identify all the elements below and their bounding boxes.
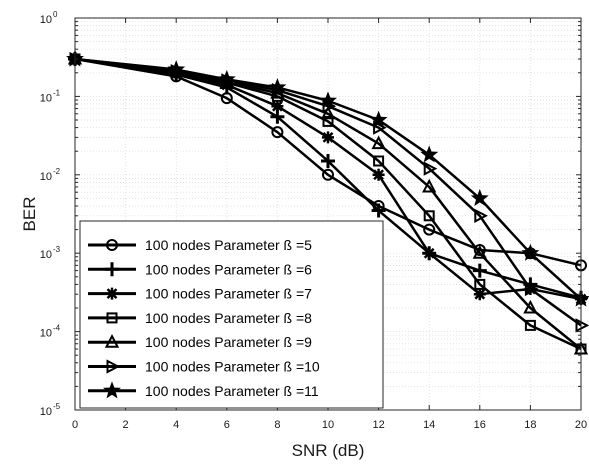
y-tick-label: 10 -4 xyxy=(40,324,61,340)
data-point-marker xyxy=(369,110,388,128)
legend-label: 100 nodes Parameter ß =10 xyxy=(145,359,320,375)
data-point-marker xyxy=(473,288,486,301)
x-tick-label: 12 xyxy=(372,419,384,431)
data-point-marker xyxy=(372,168,385,181)
data-point-marker xyxy=(373,120,387,135)
legend-marker xyxy=(106,312,118,324)
legend-entry: 100 nodes Parameter ß =8 xyxy=(88,310,312,326)
y-tick-label: 10 -5 xyxy=(40,402,61,418)
data-point-marker xyxy=(523,299,538,314)
data-point-marker xyxy=(474,278,486,290)
y-tick-label-base: 10 xyxy=(40,14,52,26)
data-point-marker xyxy=(472,263,487,278)
legend-marker xyxy=(104,334,120,348)
y-axis-label: BER xyxy=(20,197,39,232)
y-tick-label-base: 10 xyxy=(40,92,52,104)
x-tick-label: 0 xyxy=(72,419,78,431)
data-point-marker xyxy=(423,161,438,176)
data-point-marker xyxy=(322,115,334,127)
y-tick-label-base: 10 xyxy=(40,171,52,183)
x-tick-label: 10 xyxy=(322,419,334,431)
x-tick-label: 4 xyxy=(173,419,179,431)
data-point-marker xyxy=(319,91,337,109)
legend-entry: 100 nodes Parameter ß =7 xyxy=(88,286,312,302)
data-point-marker xyxy=(420,145,439,163)
y-tick-label-exponent: 0 xyxy=(53,10,58,19)
data-point-marker xyxy=(220,78,233,91)
data-point-marker xyxy=(470,188,489,207)
data-point-marker xyxy=(423,223,436,236)
data-point-marker xyxy=(423,210,435,222)
legend-entry: 100 nodes Parameter ß =9 xyxy=(88,334,312,350)
legend-label: 100 nodes Parameter ß =8 xyxy=(145,310,312,326)
legend-box xyxy=(79,220,384,409)
data-point-marker xyxy=(575,318,589,333)
y-tick-label: 10 0 xyxy=(40,10,58,26)
y-tick-label-exponent: -1 xyxy=(53,88,61,97)
data-point-marker xyxy=(373,155,385,167)
series-line xyxy=(74,57,582,299)
y-tick-label-exponent: -3 xyxy=(53,245,61,254)
data-point-marker xyxy=(167,60,186,78)
tick-layer xyxy=(74,17,582,411)
x-axis-label: SNR (dB) xyxy=(292,441,365,460)
series-line xyxy=(74,57,582,327)
data-point-marker xyxy=(268,78,287,96)
x-tick-label: 8 xyxy=(274,419,280,431)
x-tick-label: 14 xyxy=(423,419,435,431)
data-point-marker xyxy=(322,168,334,181)
y-tick-label: 10 -1 xyxy=(40,88,61,104)
data-point-marker xyxy=(422,178,437,193)
y-tick-label: 10 -3 xyxy=(40,245,61,261)
legend-marker xyxy=(106,359,121,374)
legend-label: 100 nodes Parameter ß =6 xyxy=(145,261,312,277)
data-point-marker xyxy=(271,126,284,139)
y-tick-label-exponent: -4 xyxy=(53,324,61,333)
x-tick-label: 20 xyxy=(575,419,587,431)
y-tick-label: 10 -2 xyxy=(40,167,61,183)
legend-label: 100 nodes Parameter ß =9 xyxy=(145,334,312,350)
data-point-marker xyxy=(217,69,236,87)
x-tick-label: 18 xyxy=(524,419,536,431)
legend: 100 nodes Parameter ß =5 100 nodes Parame… xyxy=(79,220,384,409)
legend-marker xyxy=(106,287,118,300)
legend-label: 100 nodes Parameter ß =5 xyxy=(145,237,312,253)
legend-entry: 100 nodes Parameter ß =6 xyxy=(88,261,312,277)
y-tick-label-base: 10 xyxy=(40,328,52,340)
legend-entry: 100 nodes Parameter ß =11 xyxy=(88,381,319,399)
x-tick-label: 2 xyxy=(123,419,129,431)
data-point-marker xyxy=(521,243,540,261)
data-point-marker xyxy=(321,153,335,168)
y-tick-label-base: 10 xyxy=(40,406,52,418)
legend-entry: 100 nodes Parameter ß =10 xyxy=(88,359,320,375)
data-point-marker xyxy=(524,281,539,297)
legend-entry: 100 nodes Parameter ß =5 xyxy=(88,237,312,253)
x-tick-label: 16 xyxy=(474,419,486,431)
data-point-marker xyxy=(423,247,436,260)
legend-marker xyxy=(103,381,121,399)
data-point-marker xyxy=(472,245,487,259)
series-line xyxy=(74,57,582,300)
series-line xyxy=(74,57,582,351)
y-tick-label-exponent: -2 xyxy=(53,167,61,176)
data-point-marker xyxy=(371,203,386,218)
data-point-marker xyxy=(271,100,284,113)
y-tick-label-base: 10 xyxy=(40,249,52,261)
legend-marker xyxy=(106,239,118,251)
legend-label: 100 nodes Parameter ß =11 xyxy=(145,383,319,399)
data-point-marker xyxy=(320,105,336,120)
data-point-marker xyxy=(524,319,536,331)
legend-marker xyxy=(105,262,119,277)
x-tick-label: 6 xyxy=(224,419,230,431)
data-point-marker xyxy=(371,135,386,150)
legend-label: 100 nodes Parameter ß =7 xyxy=(145,286,312,302)
data-point-marker xyxy=(322,131,334,144)
x-tick-labels: 0 2 4 6 8 10 12 14 16 18 20 xyxy=(72,419,587,431)
y-tick-label-exponent: -5 xyxy=(53,402,61,411)
data-point-marker xyxy=(474,208,488,223)
